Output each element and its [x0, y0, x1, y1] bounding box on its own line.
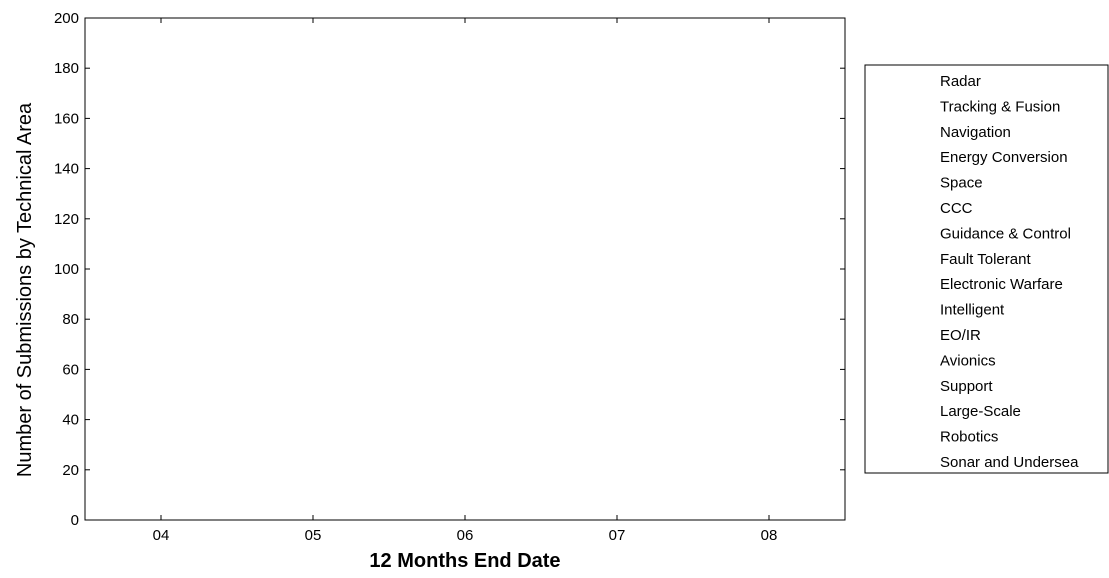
legend-item: Robotics [940, 429, 998, 446]
y-tick-label: 40 [62, 412, 79, 429]
legend-item: Electronic Warfare [940, 276, 1063, 293]
x-tick-label: 05 [305, 527, 322, 544]
legend-item: Sonar and Undersea [940, 454, 1079, 471]
legend-item: Large-Scale [940, 403, 1021, 420]
legend-item: Space [940, 175, 983, 192]
y-tick-label: 0 [71, 512, 79, 529]
legend-item: Avionics [940, 352, 996, 369]
y-tick-label: 200 [54, 10, 79, 27]
legend-item: Intelligent [940, 302, 1005, 319]
legend-item: Radar [940, 73, 981, 90]
y-tick-label: 100 [54, 261, 79, 278]
x-tick-label: 08 [761, 527, 778, 544]
x-axis-label: 12 Months End Date [369, 550, 560, 572]
plot-frame [84, 17, 846, 521]
y-tick-label: 180 [54, 60, 79, 77]
legend-item: Tracking & Fusion [940, 98, 1060, 115]
x-tick-label: 06 [457, 527, 474, 544]
legend-item: Guidance & Control [940, 225, 1071, 242]
legend-item: Energy Conversion [940, 149, 1068, 166]
y-tick-label: 120 [54, 211, 79, 228]
y-tick-label: 160 [54, 110, 79, 127]
legend-item: EO/IR [940, 327, 981, 344]
y-axis-label: Number of Submissions by Technical Area [14, 102, 36, 477]
legend-item: Fault Tolerant [940, 251, 1031, 268]
x-tick-label: 04 [153, 527, 170, 544]
y-tick-label: 60 [62, 361, 79, 378]
legend-item: Support [940, 378, 993, 395]
legend-item: Navigation [940, 124, 1011, 141]
legend-item: CCC [940, 200, 973, 217]
legend-box [864, 64, 1109, 474]
axes: 0 20 40 60 80 100 120 140 160 180 200 04 05 06 07 08 [54, 10, 846, 544]
y-tick-label: 140 [54, 161, 79, 178]
legend: Radar Tracking & Fusion Navigation Energy C… [864, 64, 1109, 474]
x-tick-label: 07 [609, 527, 626, 544]
y-tick-label: 20 [62, 462, 79, 479]
y-tick-label: 80 [62, 311, 79, 328]
